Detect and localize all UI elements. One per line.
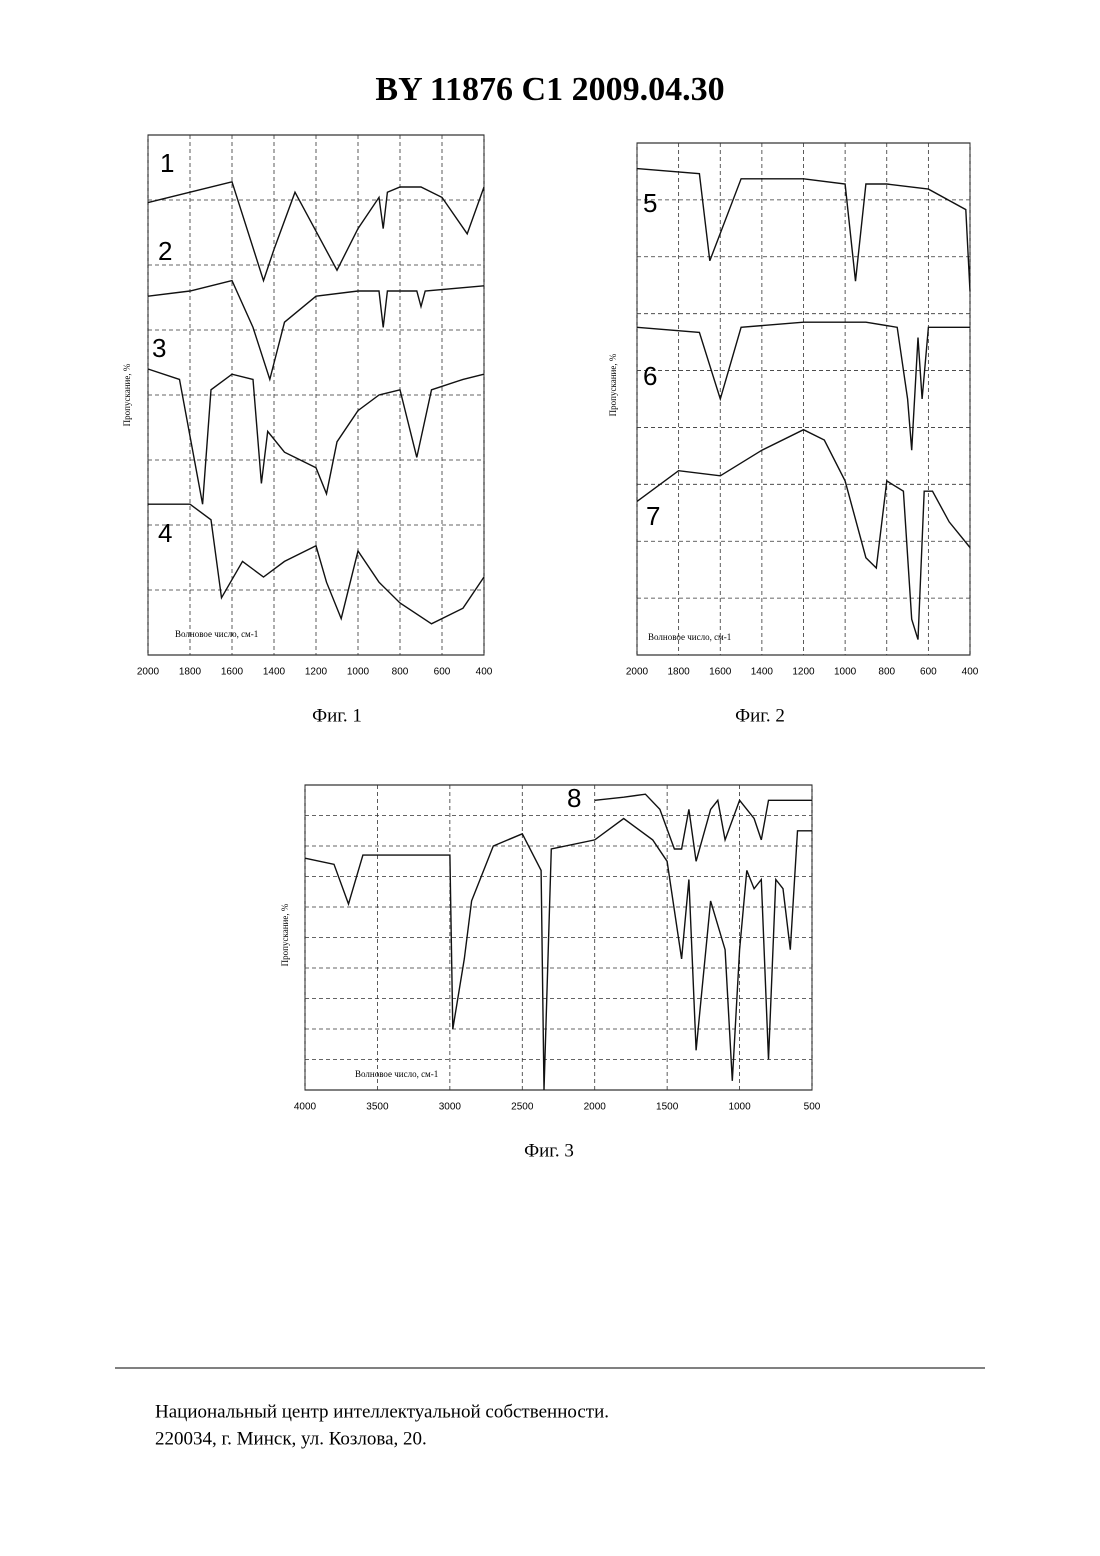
figure-caption: Фиг. 2 [735, 705, 785, 726]
curve-label: 2 [158, 236, 172, 266]
x-axis-label: Волновое число, см-1 [175, 629, 258, 639]
curve-label: 5 [643, 188, 657, 218]
x-tick-label: 1200 [792, 667, 815, 678]
page: BY 11876 C1 2009.04.30 Национальный цент… [0, 0, 1100, 1556]
y-axis-label: Пропускание, % [280, 903, 290, 966]
figure-caption: Фиг. 3 [524, 1140, 574, 1161]
spectrum-line [305, 819, 812, 1091]
x-tick-label: 400 [962, 667, 979, 678]
x-tick-label: 1000 [834, 667, 857, 678]
curve-label: 4 [158, 518, 172, 548]
curve-label: 7 [646, 501, 660, 531]
x-tick-label: 400 [476, 667, 493, 678]
x-tick-label: 1600 [221, 667, 244, 678]
x-tick-label: 1000 [347, 667, 370, 678]
y-axis-label: Пропускание, % [608, 353, 618, 416]
y-axis-label: Пропускание, % [122, 363, 132, 426]
x-tick-label: 1600 [709, 667, 732, 678]
x-tick-label: 3000 [439, 1102, 462, 1113]
x-tick-label: 1200 [305, 667, 328, 678]
title: BY 11876 C1 2009.04.30 [375, 71, 724, 108]
footer-line: 220034, г. Минск, ул. Козлова, 20. [155, 1428, 427, 1449]
x-tick-label: 600 [434, 667, 451, 678]
curve-label: 6 [643, 361, 657, 391]
x-tick-label: 1800 [668, 667, 691, 678]
spectrum-line [595, 794, 812, 861]
x-tick-label: 1400 [751, 667, 774, 678]
x-tick-label: 3500 [366, 1102, 389, 1113]
curve-label: 8 [567, 783, 581, 813]
footer-line: Национальный центр интеллектуальной собс… [155, 1401, 609, 1422]
x-tick-label: 1000 [728, 1102, 751, 1113]
x-axis-label: Волновое число, см-1 [648, 632, 731, 642]
x-tick-label: 2000 [137, 667, 160, 678]
x-tick-label: 600 [920, 667, 937, 678]
x-tick-label: 800 [878, 667, 895, 678]
x-tick-label: 4000 [294, 1102, 317, 1113]
x-tick-label: 2500 [511, 1102, 534, 1113]
figure-caption: Фиг. 1 [312, 705, 362, 726]
x-tick-label: 800 [392, 667, 409, 678]
x-tick-label: 1400 [263, 667, 286, 678]
x-tick-label: 500 [804, 1102, 821, 1113]
curve-label: 1 [160, 148, 174, 178]
spectrum-line [148, 182, 484, 281]
x-tick-label: 2000 [626, 667, 649, 678]
curve-label: 3 [152, 333, 166, 363]
x-tick-label: 1800 [179, 667, 202, 678]
document: BY 11876 C1 2009.04.30 Национальный цент… [0, 0, 1100, 1556]
x-axis-label: Волновое число, см-1 [355, 1069, 438, 1079]
x-tick-label: 1500 [656, 1102, 679, 1113]
x-tick-label: 2000 [584, 1102, 607, 1113]
